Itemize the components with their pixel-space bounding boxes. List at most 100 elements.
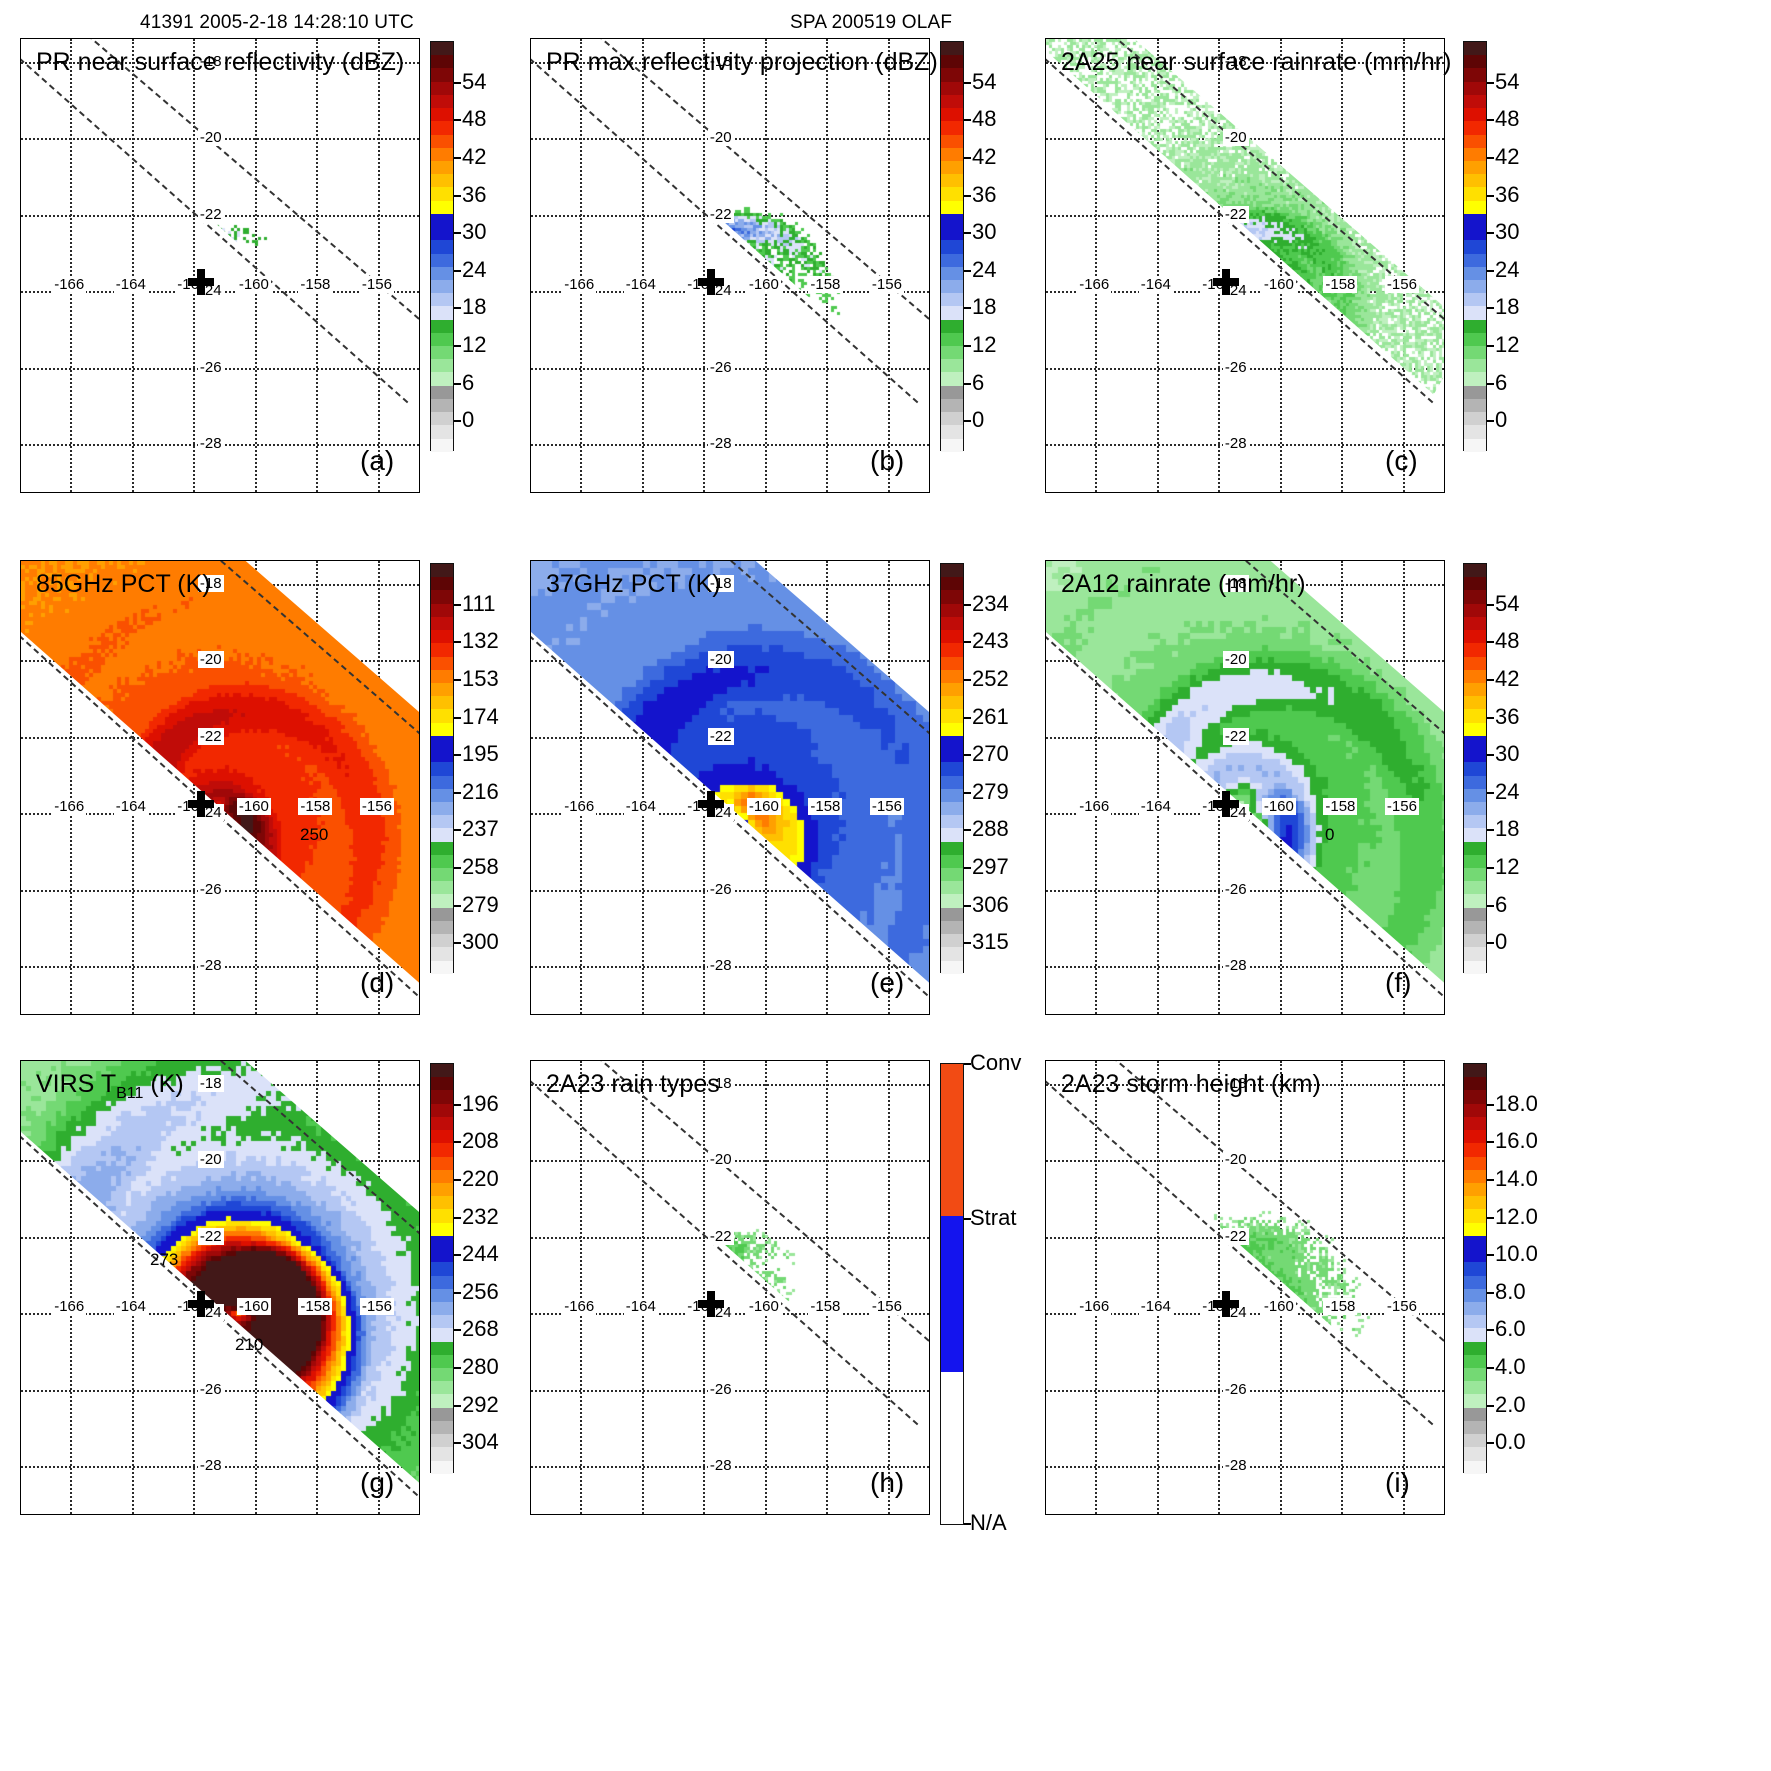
- colorbar-segment: [941, 266, 963, 280]
- colorbar-segment: [941, 934, 963, 948]
- colorbar-segment: [941, 412, 963, 426]
- colorbar-segment: [431, 174, 453, 188]
- colorbar-tick-mark: [1487, 641, 1494, 644]
- colorbar-tick-mark: [964, 119, 971, 122]
- lon-tick-label: -164: [623, 1297, 658, 1315]
- colorbar-tick-label: 24: [1495, 778, 1520, 804]
- colorbar-tick-label: 174: [462, 703, 499, 729]
- gridline-lon: [1402, 1061, 1405, 1514]
- colorbar-segment: [431, 68, 453, 82]
- colorbar-tick-label: 216: [462, 778, 499, 804]
- colorbar-tick-mark: [454, 1291, 461, 1294]
- gridline-lon: [131, 1061, 134, 1514]
- colorbar-segment: [1464, 643, 1486, 657]
- colorbar-segment: [1464, 815, 1486, 829]
- gridline-lon: [1402, 39, 1405, 492]
- colorbar-segment: [1464, 682, 1486, 697]
- colorbar-segment: [431, 775, 453, 789]
- colorbar-tick-mark: [454, 754, 461, 757]
- colorbar-segment: [431, 398, 453, 413]
- lon-tick-label: -160: [746, 275, 781, 293]
- colorbar-tick-mark: [964, 829, 971, 832]
- colorbar-tick-label: 243: [972, 628, 1009, 654]
- colorbar-segment: [431, 960, 453, 974]
- colorbar-segment: [941, 616, 963, 631]
- colorbar-tick-mark: [1487, 1254, 1494, 1257]
- colorbar-segment: [1464, 187, 1486, 201]
- lat-tick-label: -18: [197, 52, 224, 70]
- colorbar-tick-label: 16.0: [1495, 1128, 1538, 1154]
- gridline-lon: [193, 39, 196, 492]
- lon-tick-label: -158: [808, 1297, 843, 1315]
- colorbar-tick-mark: [1487, 1141, 1494, 1144]
- colorbar-segment: [1464, 1341, 1486, 1355]
- panel-title-e: 37GHz PCT (K): [546, 570, 721, 598]
- colorbar-tick-mark: [454, 1367, 461, 1370]
- colorbar-segment: [941, 81, 963, 95]
- colorbar-tick-mark: [454, 641, 461, 644]
- gridline-lon: [131, 561, 134, 1014]
- colorbar-segment: [941, 1372, 963, 1524]
- gridline-lon: [1156, 1061, 1159, 1514]
- colorbar-tick-mark: [1487, 1329, 1494, 1332]
- colorbar-segment: [941, 147, 963, 161]
- colorbar-segment: [431, 1434, 453, 1448]
- colorbar-tick-label: 315: [972, 929, 1009, 955]
- colorbar-segment: [431, 1288, 453, 1302]
- colorbar-segment: [431, 240, 453, 254]
- colorbar-segment: [431, 160, 453, 175]
- colorbar-segment: [431, 319, 453, 333]
- gridline-lon: [580, 39, 583, 492]
- contour-label: 0: [1325, 825, 1335, 844]
- lat-tick-label: -18: [707, 574, 734, 592]
- colorbar-segment: [1464, 134, 1486, 148]
- lat-tick-label: -26: [707, 358, 734, 376]
- colorbar-segment: [1464, 200, 1486, 214]
- colorbar-segment: [431, 134, 453, 148]
- colorbar-tick-label: 268: [462, 1316, 499, 1342]
- colorbar-segment: [431, 1222, 453, 1236]
- colorbar-segment: [941, 907, 963, 921]
- colorbar-segment: [1464, 1381, 1486, 1395]
- lat-tick-label: -20: [707, 129, 734, 147]
- lat-tick-label: -26: [707, 1380, 734, 1398]
- map-axes-h: -166 -164 -162 -160 -158 -156 -18 -20 -22 -24 -26-…: [530, 1060, 930, 1515]
- gridline-lon: [1218, 1061, 1221, 1514]
- panel-letter-c: (c): [1385, 445, 1418, 476]
- colorbar-segment: [1464, 1143, 1486, 1157]
- colorbar-segment: [431, 1103, 453, 1117]
- colorbar-segment: [431, 682, 453, 697]
- colorbar-segment: [431, 1407, 453, 1421]
- colorbar-segment: [1464, 709, 1486, 723]
- colorbar-segment: [1464, 1090, 1486, 1104]
- colorbar-tick-label: 36: [462, 181, 487, 207]
- lat-tick-label: -26: [1222, 880, 1249, 898]
- lat-tick-label: -22: [197, 727, 224, 745]
- colorbar-segment: [431, 1196, 453, 1210]
- storm-center-marker: [698, 268, 724, 295]
- colorbar-tick-mark: [964, 791, 971, 794]
- colorbar-segment: [1464, 68, 1486, 82]
- colorbar-segment: [1464, 1182, 1486, 1197]
- colorbar-tick-label: 30: [462, 219, 487, 245]
- colorbar-tick-label: 2.0: [1495, 1391, 1526, 1417]
- colorbar-segment: [1464, 775, 1486, 789]
- colorbar-segment: [1464, 828, 1486, 842]
- storm-center-marker: [188, 268, 214, 295]
- colorbar-tick-label: 297: [972, 854, 1009, 880]
- lat-tick-label: -26: [197, 880, 224, 898]
- colorbar-segment: [1464, 630, 1486, 644]
- header-storm-id: SPA 200519 OLAF: [790, 12, 953, 33]
- colorbar-segment: [431, 359, 453, 373]
- lon-tick-label: -166: [52, 1297, 87, 1315]
- colorbar-segment: [1464, 1328, 1486, 1342]
- lon-tick-label: -164: [113, 1297, 148, 1315]
- colorbar-tick-mark: [454, 603, 461, 606]
- colorbar-tick-label: 304: [462, 1429, 499, 1455]
- colorbar-tick-label: 30: [972, 219, 997, 245]
- colorbar-segment: [1464, 868, 1486, 882]
- colorbar-segment: [941, 108, 963, 122]
- colorbar-segment: [941, 881, 963, 895]
- lon-tick-label: -164: [113, 797, 148, 815]
- lon-tick-label: -164: [113, 275, 148, 293]
